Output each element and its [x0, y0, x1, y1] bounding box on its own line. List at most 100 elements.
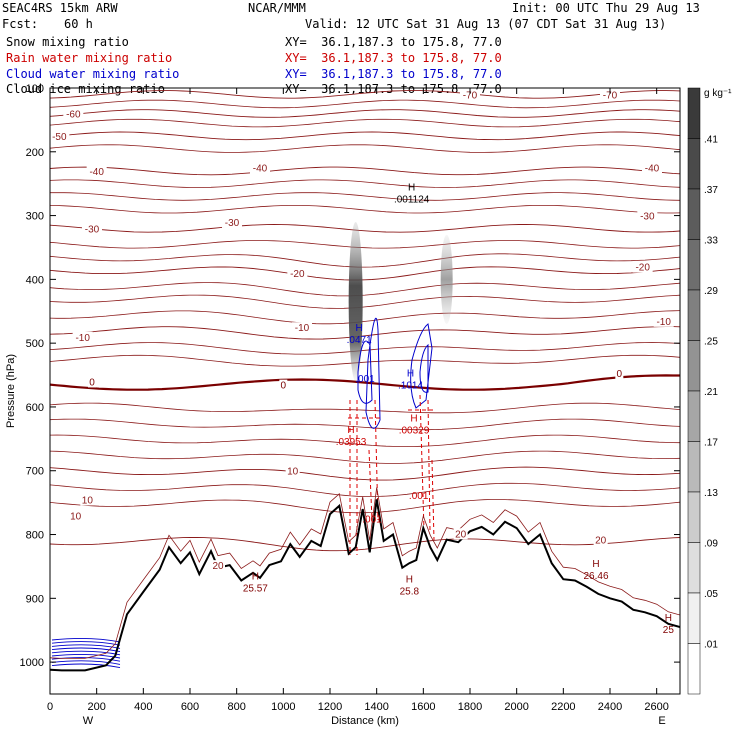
colorbar-label: .05 — [704, 589, 718, 600]
temperature-contours — [50, 90, 680, 552]
field-xy-snow: XY= 36.1,187.3 to 175.8, 77.0 — [285, 35, 502, 49]
max-value: .001124 — [394, 194, 430, 205]
isotherm-label: -40 — [253, 164, 268, 175]
isotherm-label-bg — [72, 331, 93, 343]
colorbar-swatch — [687, 289, 701, 341]
isotherm-label-bg — [68, 510, 83, 522]
x-tick-label: 2400 — [598, 701, 622, 713]
isotherm-label-bg — [642, 162, 662, 174]
field-name-snow: Snow mixing ratio — [6, 35, 129, 49]
freezing-level-label-bg — [88, 376, 96, 388]
max-value: 25.57 — [243, 584, 268, 595]
isotherm-label-bg — [285, 465, 300, 477]
field-xy-cloudwater: XY= 36.1,187.3 to 175.8, 77.0 — [285, 67, 502, 81]
x-tick-label: 2600 — [644, 701, 668, 713]
x-tick-label: 1200 — [318, 701, 342, 713]
isotherm-label: -10 — [295, 323, 310, 334]
isotherm-label-bg — [82, 223, 102, 235]
max-value: 26.46 — [583, 571, 608, 582]
rain-contour — [431, 459, 435, 541]
x-tick-label: 200 — [87, 701, 105, 713]
isotherm-label: -20 — [290, 269, 305, 280]
y-tick-label: 800 — [26, 530, 44, 542]
x-tick-label: 1000 — [271, 701, 295, 713]
isotherm-line — [50, 240, 680, 249]
isotherm-label: 20 — [212, 561, 224, 572]
isotherm-line — [50, 310, 680, 325]
colorbar-swatch — [687, 138, 701, 190]
snow-shading — [348, 221, 453, 382]
terrain-profile — [50, 499, 680, 672]
min-value: .001 — [362, 515, 382, 526]
east-end-label: E — [658, 715, 665, 727]
colorbar-label: .37 — [704, 185, 718, 196]
isotherm-label-bg — [49, 130, 70, 142]
colorbar-swatch — [687, 390, 701, 442]
y-tick-label: 100 — [26, 83, 44, 95]
colorbar-label: .41 — [704, 135, 718, 146]
isotherm-label: -70 — [463, 90, 478, 101]
colorbar-swatch — [687, 188, 701, 240]
isotherm-line — [50, 466, 680, 481]
isotherm-label-bg — [292, 322, 312, 334]
isotherm-label-bg — [287, 267, 308, 279]
isotherm-label-bg — [600, 89, 620, 101]
max-value: 25 — [663, 625, 675, 636]
isotherm-label-bg — [222, 216, 242, 228]
max-value: .00329 — [399, 425, 430, 436]
x-tick-label: 400 — [134, 701, 152, 713]
isotherm-label-bg — [63, 108, 84, 120]
max-marker: H — [410, 413, 417, 424]
y-tick-label: 1000 — [20, 657, 44, 669]
isotherm-label-bg — [653, 315, 674, 327]
colorbar-swatch — [687, 542, 701, 594]
freezing-level-label: 0 — [281, 381, 287, 392]
rain-contour — [427, 399, 431, 531]
near-surface-isotherm — [50, 487, 680, 659]
snow-column — [348, 221, 363, 382]
isotherm-line — [50, 192, 680, 201]
isotherm-line — [50, 179, 680, 188]
isotherm-line — [50, 131, 680, 141]
isotherm-label: 20 — [455, 529, 467, 540]
max-marker: H — [408, 182, 415, 193]
fcst-label: Fcst: — [2, 17, 39, 31]
low-cloud-contour — [51, 663, 121, 669]
isotherm-label: -70 — [603, 90, 618, 101]
isotherm-line — [50, 224, 680, 233]
init-time: Init: 00 UTC Thu 29 Aug 13 — [512, 1, 700, 15]
isotherm-line — [50, 90, 680, 99]
freezing-level-label-bg — [279, 379, 288, 391]
fcst-value: 60 h — [64, 17, 93, 31]
isotherm-line — [50, 537, 680, 552]
cloud-water-contour — [357, 340, 373, 404]
isotherm-label-bg — [460, 89, 480, 101]
max-value: .1014 — [398, 381, 423, 392]
isotherm-line — [50, 282, 680, 297]
cloud-water-contour — [419, 343, 429, 393]
plot-frame — [49, 87, 681, 695]
freezing-level-label-bg — [615, 368, 624, 380]
west-end-label: W — [83, 715, 94, 727]
field-name-rain: Rain water mixing ratio — [6, 51, 173, 65]
x-axis-title: Distance (km) — [331, 715, 399, 727]
max-value: .0471 — [347, 335, 372, 346]
isotherm-line — [50, 294, 680, 309]
terrain-line — [50, 487, 680, 672]
x-tick-label: 2200 — [551, 701, 575, 713]
colorbar: .41 .37 .33 .29 .25 .21 .17 .13 .09 .05 .01 g kg⁻¹ — [687, 87, 732, 695]
low-cloud-contour — [51, 660, 121, 665]
max-marker: H — [356, 323, 363, 334]
isotherm-label: -40 — [89, 167, 104, 178]
field-name-cloudice: Cloud ice mixing ratio — [6, 82, 165, 96]
isotherm-line — [50, 402, 680, 414]
isotherm-line — [50, 253, 680, 268]
isotherm-line — [50, 326, 680, 340]
isotherm-line — [50, 118, 680, 128]
freezing-level-label: 0 — [617, 369, 623, 380]
isotherm-label-bg — [211, 560, 225, 572]
isotherm-label: 10 — [287, 467, 299, 478]
colorbar-swatch — [687, 441, 701, 493]
snow-column — [440, 234, 453, 325]
x-tick-label: 0 — [47, 701, 53, 713]
